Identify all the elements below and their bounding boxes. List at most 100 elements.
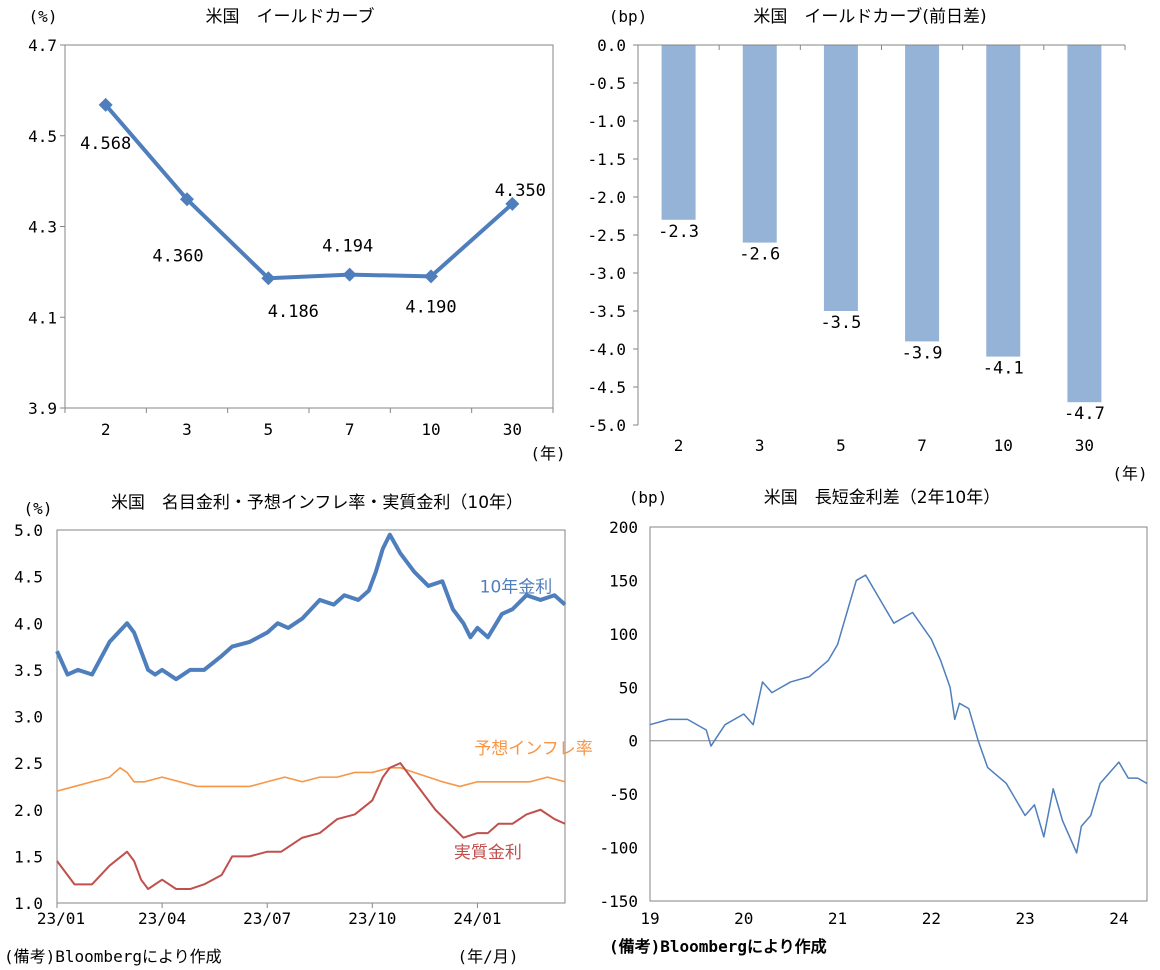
c2-y-tick-label: -2.5	[587, 226, 626, 245]
c3-y-tick-label: 2.0	[14, 801, 43, 820]
c3-series-label: 実質金利	[454, 843, 522, 863]
c4-x-tick-label: 22	[922, 909, 941, 928]
c1-x-tick-label: 7	[345, 420, 355, 439]
c2-x-tick-label: 2	[674, 436, 684, 455]
c2-y-tick-label: -1.0	[587, 112, 626, 131]
c3-title: 米国 名目金利・予想インフレ率・実質金利（10年）	[111, 493, 523, 513]
c1-y-tick-label: 3.9	[28, 399, 57, 418]
c3-x-tick-label: 23/01	[37, 909, 85, 928]
c4-x-tick-label: 20	[734, 909, 753, 928]
c4-y-tick-label: 0	[628, 732, 638, 751]
c2-bar	[742, 45, 777, 243]
c3-series-line	[55, 532, 567, 682]
c2-bar	[986, 45, 1021, 357]
c2-data-label: -3.5	[820, 313, 861, 333]
c3-x-tick-label: 23/07	[243, 909, 291, 928]
c3-y-tick-label: 4.5	[14, 568, 43, 587]
c4-y-tick-label: 50	[619, 678, 638, 697]
c1-point-marker	[98, 97, 113, 112]
c4-y-tick-label: 100	[609, 625, 638, 644]
c3-y-unit: (%)	[24, 499, 53, 518]
c3-source: (備考)Bloombergにより作成	[4, 947, 222, 966]
c1-data-label: 4.350	[495, 181, 546, 201]
c1-y-tick-label: 4.1	[28, 308, 57, 327]
c2-y-tick-label: -4.0	[587, 340, 626, 359]
c1-y-unit: (%)	[29, 7, 58, 26]
c2-x-tick-label: 10	[994, 436, 1013, 455]
c2-y-tick-label: -2.0	[587, 188, 626, 207]
c1-data-label: 4.360	[152, 246, 203, 266]
c2-bar	[661, 45, 696, 220]
c4-series-line	[649, 574, 1148, 854]
c1-title: 米国 イールドカーブ	[206, 6, 375, 27]
c3-y-tick-label: 5.0	[14, 521, 43, 540]
c2-y-unit: (bp)	[609, 7, 648, 26]
c3-series-line	[56, 762, 566, 891]
c4-y-tick-label: 150	[609, 571, 638, 590]
c1-data-label: 4.190	[405, 297, 456, 317]
c2-title: 米国 イールドカーブ(前日差)	[753, 6, 986, 27]
c1-x-tick-label: 2	[101, 420, 111, 439]
c1-series-line	[104, 103, 514, 281]
c1-point-marker	[180, 192, 194, 207]
c3-y-tick-label: 1.5	[14, 847, 43, 866]
c2-y-tick-label: -3.5	[587, 302, 626, 321]
c1-point-marker	[424, 269, 438, 284]
c4-x-tick-label: 24	[1109, 909, 1128, 928]
c4-x-tick-label: 21	[828, 909, 847, 928]
c2-bar	[823, 45, 858, 311]
c1-data-label: 4.194	[322, 237, 373, 257]
c4-y-unit: (bp)	[629, 488, 668, 507]
c2-data-label: -4.7	[1064, 404, 1105, 424]
c2-y-tick-label: -1.5	[587, 150, 626, 169]
c1-y-tick-label: 4.7	[28, 36, 57, 55]
c1-point-marker	[261, 271, 276, 286]
c4-y-tick-label: -100	[599, 839, 638, 858]
c3-x-unit: (年/月)	[458, 947, 519, 966]
c1-y-tick-label: 4.5	[28, 127, 57, 146]
c4-x-tick-label: 19	[640, 909, 659, 928]
c1-x-tick-label: 30	[503, 420, 522, 439]
c3-series-label: 10年金利	[480, 577, 553, 597]
c3-y-tick-label: 4.0	[14, 614, 43, 633]
c2-x-tick-label: 3	[755, 436, 765, 455]
c2-bar	[905, 45, 940, 342]
c2-y-tick-label: -3.0	[587, 264, 626, 283]
c4-plot-frame	[649, 526, 1148, 902]
c4-x-tick-label: 23	[1015, 909, 1034, 928]
c2-data-label: -2.6	[739, 245, 780, 265]
c3-y-tick-label: 1.0	[14, 894, 43, 913]
c1-x-tick-label: 3	[182, 420, 192, 439]
c2-x-tick-label: 5	[836, 436, 846, 455]
c1-data-label: 4.568	[80, 134, 131, 154]
c3-y-tick-label: 3.0	[14, 708, 43, 727]
c3-series-line	[56, 766, 566, 792]
c4-title: 米国 長短金利差（2年10年）	[764, 488, 1000, 508]
c2-y-tick-label: -5.0	[587, 416, 626, 435]
c1-x-unit: (年)	[530, 444, 565, 463]
c1-plot-frame	[64, 44, 554, 409]
c3-x-tick-label: 23/04	[138, 909, 186, 928]
c3-plot-frame	[56, 529, 566, 904]
c4-y-tick-label: -50	[609, 785, 638, 804]
c4-source: (備考)Bloombergにより作成	[609, 937, 827, 956]
c2-y-tick-label: 0.0	[597, 36, 626, 55]
c2-y-tick-label: -4.5	[587, 378, 626, 397]
c2-x-unit: (年)	[1112, 464, 1147, 483]
c1-point-marker	[342, 267, 357, 282]
c2-data-label: -3.9	[902, 343, 943, 363]
c2-x-tick-label: 30	[1075, 436, 1094, 455]
c3-y-tick-label: 3.5	[14, 661, 43, 680]
c4-y-tick-label: -150	[599, 892, 638, 911]
c1-data-label: 4.186	[268, 302, 319, 322]
c1-x-tick-label: 5	[264, 420, 274, 439]
c1-y-tick-label: 4.3	[28, 218, 57, 237]
c2-y-tick-label: -0.5	[587, 74, 626, 93]
c1-point-marker	[505, 196, 520, 211]
c2-data-label: -4.1	[983, 359, 1024, 379]
c2-bar	[1067, 45, 1102, 403]
c2-data-label: -2.3	[658, 222, 699, 242]
c4-y-tick-label: 200	[609, 518, 638, 537]
c3-y-tick-label: 2.5	[14, 754, 43, 773]
